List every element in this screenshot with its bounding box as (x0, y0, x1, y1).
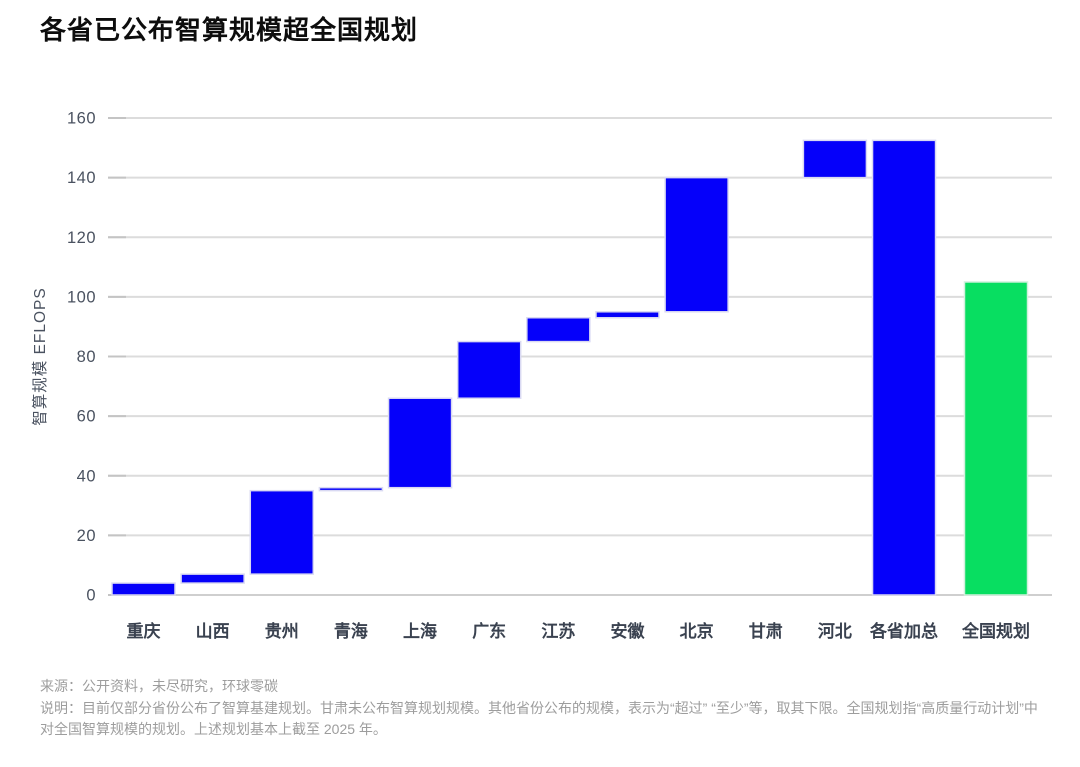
x-label-guizhou: 贵州 (265, 621, 299, 641)
bar-chongqing (111, 582, 176, 596)
y-tick-label: 60 (77, 408, 96, 426)
x-label-hebei: 河北 (818, 622, 852, 641)
x-label-national-plan: 全国规划 (961, 621, 1030, 641)
y-tick-label: 160 (67, 110, 96, 128)
x-label-gansu: 甘肃 (749, 621, 783, 641)
y-tick-label: 40 (77, 467, 96, 485)
x-label-chongqing: 重庆 (127, 621, 161, 641)
bar-beijing (664, 176, 729, 313)
x-label-shanxi: 山西 (196, 622, 230, 641)
y-tick-label: 100 (67, 288, 96, 306)
bar-shanxi (180, 573, 245, 584)
explanation-note: 说明：目前仅部分省份公布了智算基建规划。甘肃未公布智算规划规模。其他省份公布的规… (40, 699, 1038, 738)
bar-guangdong (456, 340, 522, 399)
bar-provinces-total (871, 139, 937, 596)
y-tick-label: 140 (67, 169, 96, 187)
x-label-shanghai: 上海 (403, 621, 437, 641)
waterfall-chart: 0 20 40 60 80 100 120 140 160 智算规模 EFLOPS 重庆 山西 贵州 青海… (30, 110, 1052, 641)
bar-shanghai (387, 397, 453, 489)
bar-anhui (595, 311, 660, 319)
footnotes: 来源：公开资料，未尽研究，环球零碳 说明：目前仅部分省份公布了智算基建规划。甘肃… (40, 676, 1042, 741)
y-tick-label: 120 (67, 229, 96, 247)
x-label-provinces-total: 各省加总 (869, 621, 938, 641)
x-label-guangdong: 广东 (472, 621, 506, 641)
chart-title: 各省已公布智算规模超全国规划 (40, 15, 419, 45)
x-label-beijing: 北京 (680, 621, 714, 641)
x-label-jiangsu: 江苏 (541, 621, 575, 641)
x-label-qinghai: 青海 (334, 621, 368, 641)
bar-qinghai (318, 486, 384, 492)
y-axis-title: 智算规模 EFLOPS (30, 287, 49, 425)
y-tick-label: 20 (77, 527, 96, 545)
bar-hebei (802, 139, 868, 179)
y-tick-label: 0 (86, 587, 96, 605)
bar-guizhou (249, 489, 315, 575)
bar-national-plan (963, 281, 1029, 596)
y-tick-label: 80 (77, 348, 96, 366)
x-label-anhui: 安徽 (610, 621, 645, 641)
bar-jiangsu (526, 316, 591, 343)
source-note: 来源：公开资料，未尽研究，环球零碳 (40, 678, 278, 694)
